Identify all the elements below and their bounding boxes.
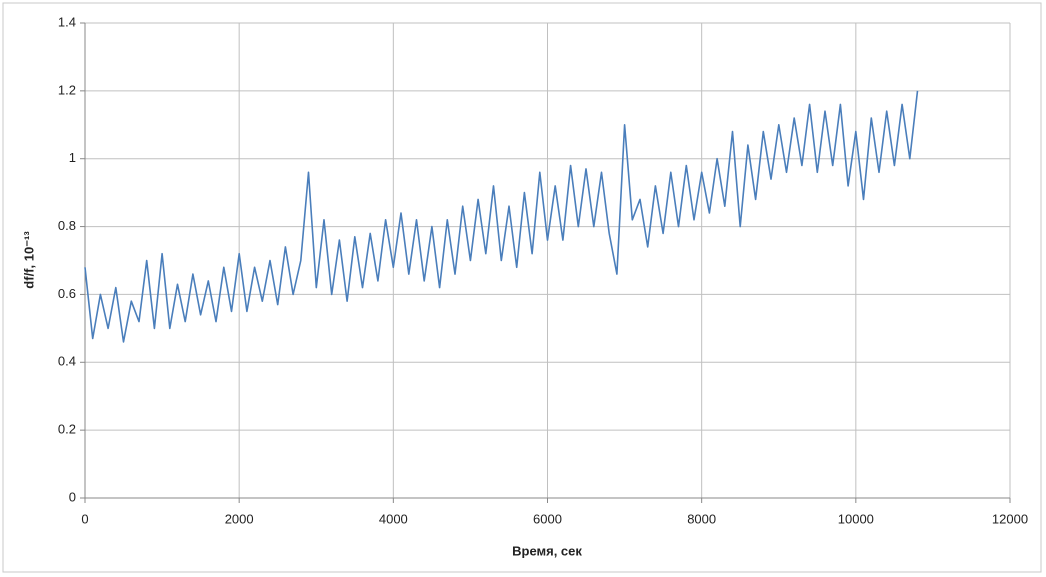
x-tick-label: 0 [81, 511, 88, 526]
x-tick-label: 2000 [225, 511, 254, 526]
y-tick-label: 0.6 [58, 286, 76, 301]
y-tick-label: 0 [69, 489, 76, 504]
x-tick-label: 8000 [687, 511, 716, 526]
y-axis-title: df/f, 10⁻¹³ [21, 231, 36, 289]
x-tick-label: 4000 [379, 511, 408, 526]
y-tick-label: 0.8 [58, 218, 76, 233]
data-line [84, 90, 919, 343]
y-tick-label: 1.2 [58, 82, 76, 97]
y-tick-label: 1.4 [58, 14, 76, 29]
x-tick-label: 6000 [533, 511, 562, 526]
x-axis-title: Время, сек [512, 543, 582, 558]
y-tick-label: 0.4 [58, 354, 76, 369]
y-tick-label: 0.2 [58, 422, 76, 437]
x-tick-label: 12000 [992, 511, 1028, 526]
x-tick-label: 10000 [838, 511, 874, 526]
y-tick-label: 1 [69, 150, 76, 165]
